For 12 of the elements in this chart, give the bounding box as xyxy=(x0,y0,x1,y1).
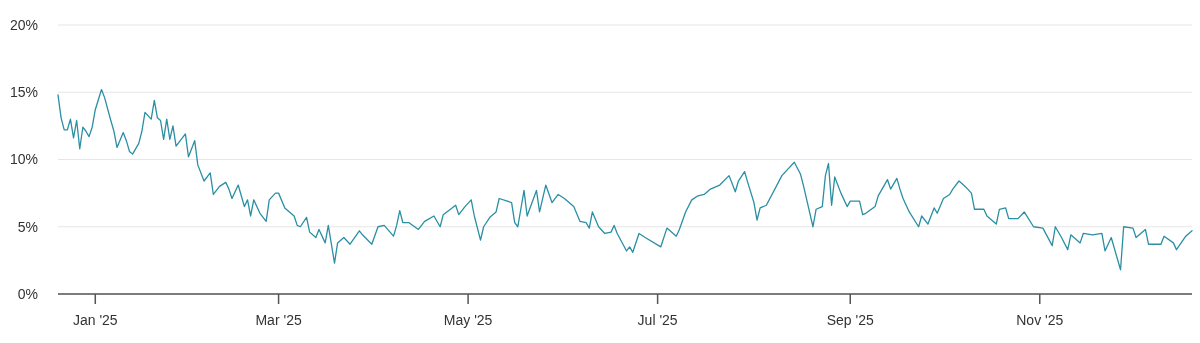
x-tick-label: Jan '25 xyxy=(72,312,118,328)
y-tick-label: 5% xyxy=(17,218,38,235)
y-tick-label: 20% xyxy=(9,16,38,33)
x-tick-label: Mar '25 xyxy=(255,312,302,328)
y-tick-label: 0% xyxy=(17,285,38,302)
x-tick-label: Sep '25 xyxy=(826,312,874,328)
x-tick-label: Jul '25 xyxy=(637,312,678,328)
y-tick-label: 10% xyxy=(9,151,38,168)
x-tick-label: May '25 xyxy=(443,312,493,328)
y-tick-label: 15% xyxy=(9,84,38,101)
line-series xyxy=(57,88,1193,271)
x-tick-label: Nov '25 xyxy=(1016,312,1064,328)
